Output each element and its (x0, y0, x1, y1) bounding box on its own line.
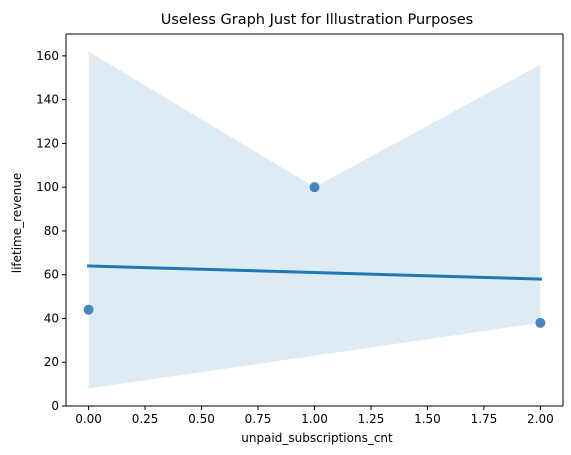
y-tick-label: 20 (44, 355, 59, 369)
axes-layer (65, 33, 564, 407)
regression-line (87, 264, 542, 281)
data-point (535, 317, 546, 328)
x-axis-label: unpaid_subscriptions_cnt (241, 431, 393, 445)
x-tick-label: 0.25 (132, 412, 159, 426)
regression-line-layer (87, 264, 542, 281)
y-tick-label: 0 (51, 399, 59, 413)
y-tick-label: 100 (36, 180, 59, 194)
y-tick-label: 140 (36, 93, 59, 107)
x-tick-label: 1.75 (471, 412, 498, 426)
x-tick-label: 1.50 (414, 412, 441, 426)
y-axis-label: lifetime_revenue (10, 173, 24, 274)
y-tick-label: 60 (44, 268, 59, 282)
data-point (309, 182, 320, 193)
x-tick-label: 1.00 (301, 412, 328, 426)
data-point (83, 304, 94, 315)
x-tick-label: 1.25 (358, 412, 385, 426)
x-tick-label: 2.00 (527, 412, 554, 426)
data-points-layer (83, 182, 546, 328)
y-tick-label: 120 (36, 136, 59, 150)
x-tick-label: 0.00 (75, 412, 102, 426)
x-tick-label: 0.75 (245, 412, 272, 426)
ticks-layer: 0.00 0.25 0.50 0.75 1.00 1.25 1.50 1.75 2.00 0 20 4… (36, 49, 554, 426)
y-tick-label: 40 (44, 311, 59, 325)
y-tick-label: 160 (36, 49, 59, 63)
y-tick-label: 80 (44, 224, 59, 238)
chart-title: Useless Graph Just for Illustration Purp… (161, 12, 473, 28)
confidence-band (88, 51, 541, 389)
confidence-band-layer (88, 51, 541, 389)
x-tick-label: 0.50 (188, 412, 215, 426)
